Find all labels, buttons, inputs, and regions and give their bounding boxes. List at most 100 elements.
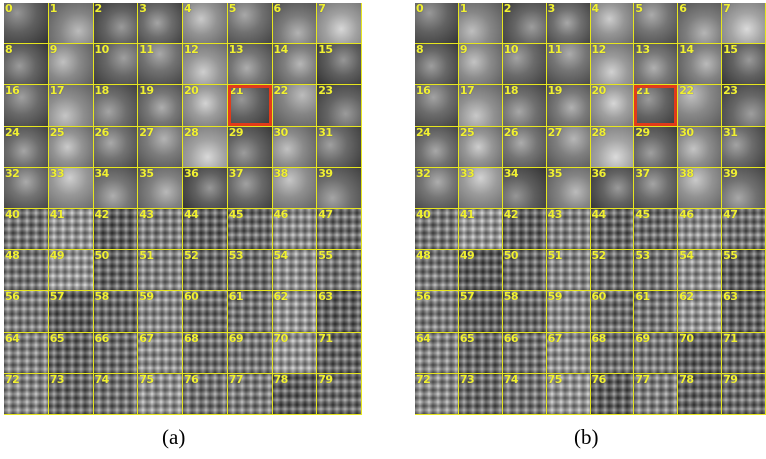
filter-tile: 73 xyxy=(48,373,94,415)
filter-index-label: 54 xyxy=(273,250,289,263)
filter-tile: 53 xyxy=(227,250,273,292)
filter-tile: 2 xyxy=(93,3,139,45)
filter-tile: 9 xyxy=(48,44,94,86)
filter-index-label: 18 xyxy=(94,85,110,98)
filter-tile: 22 xyxy=(272,85,318,127)
filter-index-label: 27 xyxy=(139,126,154,139)
filter-tile: 12 xyxy=(590,44,635,86)
filter-tile: 18 xyxy=(502,85,547,127)
filter-tile: 23 xyxy=(722,85,766,127)
filter-tile: 32 xyxy=(4,167,49,209)
filter-index-label: 2 xyxy=(503,3,512,15)
filter-tile: 36 xyxy=(590,167,635,209)
filter-index-label: 9 xyxy=(49,44,58,57)
filter-tile: 44 xyxy=(590,209,635,251)
filter-tile: 10 xyxy=(502,44,547,86)
filter-tile: 7 xyxy=(317,3,362,45)
filter-tile: 77 xyxy=(227,373,273,415)
filter-grid-panel-a: 0 1 2 3 4 5 6 7 8 9 10 11 12 13 14 15 16 17 18 19 20 21 22 23 24… xyxy=(4,3,362,415)
filter-index-label: 12 xyxy=(591,44,607,57)
filter-index-label: 13 xyxy=(635,44,650,57)
filter-index-label: 70 xyxy=(679,332,694,345)
filter-index-label: 27 xyxy=(547,126,563,139)
filter-index-label: 22 xyxy=(679,85,694,98)
filter-tile: 29 xyxy=(634,126,679,168)
filter-tile: 68 xyxy=(590,332,635,374)
filter-tile: 6 xyxy=(678,3,723,45)
filter-tile: 43 xyxy=(546,209,591,251)
filter-index-label: 78 xyxy=(679,373,694,386)
filter-index-label: 22 xyxy=(273,85,289,98)
filter-index-label: 32 xyxy=(416,167,431,180)
filter-index-label: 45 xyxy=(228,209,244,221)
filter-index-label: 66 xyxy=(94,332,110,345)
filter-index-label: 3 xyxy=(139,3,147,15)
filter-index-label: 14 xyxy=(273,44,289,57)
filter-tile: 31 xyxy=(317,126,362,168)
filter-tile: 19 xyxy=(546,85,591,127)
filter-tile: 48 xyxy=(4,250,49,292)
filter-index-label: 26 xyxy=(503,126,519,139)
filter-index-label: 50 xyxy=(94,250,110,263)
filter-index-label: 49 xyxy=(49,250,65,263)
filter-index-label: 14 xyxy=(679,44,694,57)
filter-index-label: 40 xyxy=(416,209,431,221)
caption-b: (b) xyxy=(574,425,599,449)
filter-tile: 71 xyxy=(317,332,362,374)
filter-index-label: 21 xyxy=(635,85,650,98)
filter-index-label: 76 xyxy=(591,373,607,386)
filter-index-label: 71 xyxy=(723,332,738,345)
filter-tile: 50 xyxy=(502,250,547,292)
filter-tile: 38 xyxy=(678,167,723,209)
filter-tile: 32 xyxy=(415,167,459,209)
filter-tile: 69 xyxy=(227,332,273,374)
filter-index-label: 23 xyxy=(318,85,333,98)
filter-index-label: 37 xyxy=(635,167,650,180)
filter-tile: 17 xyxy=(458,85,503,127)
filter-tile: 62 xyxy=(678,291,723,333)
filter-index-label: 18 xyxy=(503,85,519,98)
filter-tile: 13 xyxy=(227,44,273,86)
filter-tile: 61 xyxy=(227,291,273,333)
filter-tile: 16 xyxy=(4,85,49,127)
filter-index-label: 64 xyxy=(416,332,431,345)
filter-tile: 28 xyxy=(590,126,635,168)
filter-tile: 52 xyxy=(590,250,635,292)
filter-tile: 55 xyxy=(722,250,766,292)
filter-index-label: 74 xyxy=(94,373,110,386)
filter-tile: 0 xyxy=(415,3,459,45)
filter-index-label: 39 xyxy=(723,167,738,180)
filter-index-label: 25 xyxy=(49,126,65,139)
filter-tile: 53 xyxy=(634,250,679,292)
filter-index-label: 49 xyxy=(459,250,475,263)
filter-tile: 47 xyxy=(722,209,766,251)
filter-tile: 54 xyxy=(272,250,318,292)
filter-index-label: 8 xyxy=(5,44,13,57)
filter-tile: 41 xyxy=(458,209,503,251)
filter-tile: 17 xyxy=(48,85,94,127)
filter-tile: 60 xyxy=(183,291,228,333)
filter-tile: 66 xyxy=(93,332,139,374)
filter-tile: 75 xyxy=(546,373,591,415)
filter-index-label: 36 xyxy=(184,167,199,180)
filter-index-label: 17 xyxy=(459,85,475,98)
filter-index-label: 20 xyxy=(184,85,199,98)
filter-index-label: 16 xyxy=(5,85,20,98)
filter-index-label: 67 xyxy=(547,332,563,345)
filter-index-label: 64 xyxy=(5,332,20,345)
filter-index-label: 4 xyxy=(591,3,600,15)
filter-index-label: 55 xyxy=(723,250,738,263)
filter-tile: 62 xyxy=(272,291,318,333)
filter-tile: 20 xyxy=(590,85,635,127)
filter-tile: 59 xyxy=(138,291,183,333)
filter-index-label: 55 xyxy=(318,250,333,263)
filter-tile: 69 xyxy=(634,332,679,374)
filter-tile: 15 xyxy=(317,44,362,86)
filter-index-label: 13 xyxy=(228,44,244,57)
filter-index-label: 45 xyxy=(635,209,650,221)
filter-tile: 57 xyxy=(458,291,503,333)
filter-tile: 45 xyxy=(227,209,273,251)
filter-tile: 5 xyxy=(634,3,679,45)
filter-index-label: 15 xyxy=(318,44,333,57)
filter-tile: 6 xyxy=(272,3,318,45)
